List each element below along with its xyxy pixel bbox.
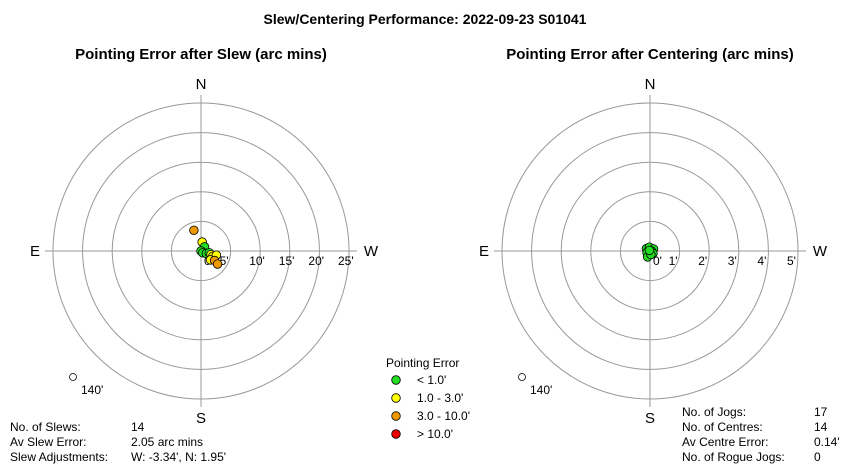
chart-title: Pointing Error after Centering (arc mins… [506,46,794,63]
data-point [212,259,223,269]
south-label: S [645,410,655,427]
west-label: W [364,243,379,260]
east-label: E [479,243,489,260]
outlier-label: 140' [81,383,103,397]
west-label: W [813,243,828,260]
legend-label: 1.0 - 3.0' [417,391,463,405]
page-title: Slew/Centering Performance: 2022-09-23 S… [264,11,587,27]
ring-label: 15' [279,254,295,268]
outlier-marker [69,373,77,381]
chart-title: Pointing Error after Slew (arc mins) [75,46,327,63]
stat-label: Av Centre Error: [682,435,768,449]
east-label: E [30,243,40,260]
ring-label: 1' [669,254,678,268]
ring-label: 5' [787,254,796,268]
stat-value: 0.14' [814,435,840,449]
stat-value: 14 [814,420,828,434]
ring-label: 20' [308,254,324,268]
polar-chart-2: Pointing Error after Centering (arc mins… [479,46,840,464]
legend-swatch [391,375,401,385]
legend-label: 3.0 - 10.0' [417,409,470,423]
ring-label-origin: 0' [653,254,662,268]
stat-label: Av Slew Error: [10,435,86,449]
ring-label: 10' [249,254,265,268]
ring-label: 5' [220,254,229,268]
ring-label: 2' [698,254,707,268]
stat-value: 2.05 arc mins [131,435,203,449]
ring-label: 3' [728,254,737,268]
legend-title: Pointing Error [386,356,459,370]
stat-value: 0 [814,450,821,464]
stat-label: Slew Adjustments: [10,450,108,464]
legend-label: < 1.0' [417,373,446,387]
stat-value: W: -3.34', N: 1.95' [131,450,226,464]
ring-label: 4' [757,254,766,268]
south-label: S [196,410,206,427]
north-label: N [645,76,656,93]
stat-label: No. of Jogs: [682,405,746,419]
outlier-marker [518,373,526,381]
data-point [189,225,199,235]
stat-value: 14 [131,420,145,434]
legend: Pointing Error < 1.0' 1.0 - 3.0' 3.0 - 10.0… [386,356,470,441]
ring-label: 25' [338,254,354,268]
legend-swatch [391,411,401,421]
stat-label: No. of Rogue Jogs: [682,450,785,464]
legend-label: > 10.0' [417,427,453,441]
data-point [644,245,655,256]
legend-swatch [391,429,401,439]
stat-label: No. of Centres: [682,420,763,434]
polar-chart-1: Pointing Error after Slew (arc mins) N S E W… [10,46,379,464]
legend-swatch [391,393,401,403]
north-label: N [196,76,207,93]
stat-label: No. of Slews: [10,420,81,434]
outlier-label: 140' [530,383,552,397]
stat-value: 17 [814,405,828,419]
